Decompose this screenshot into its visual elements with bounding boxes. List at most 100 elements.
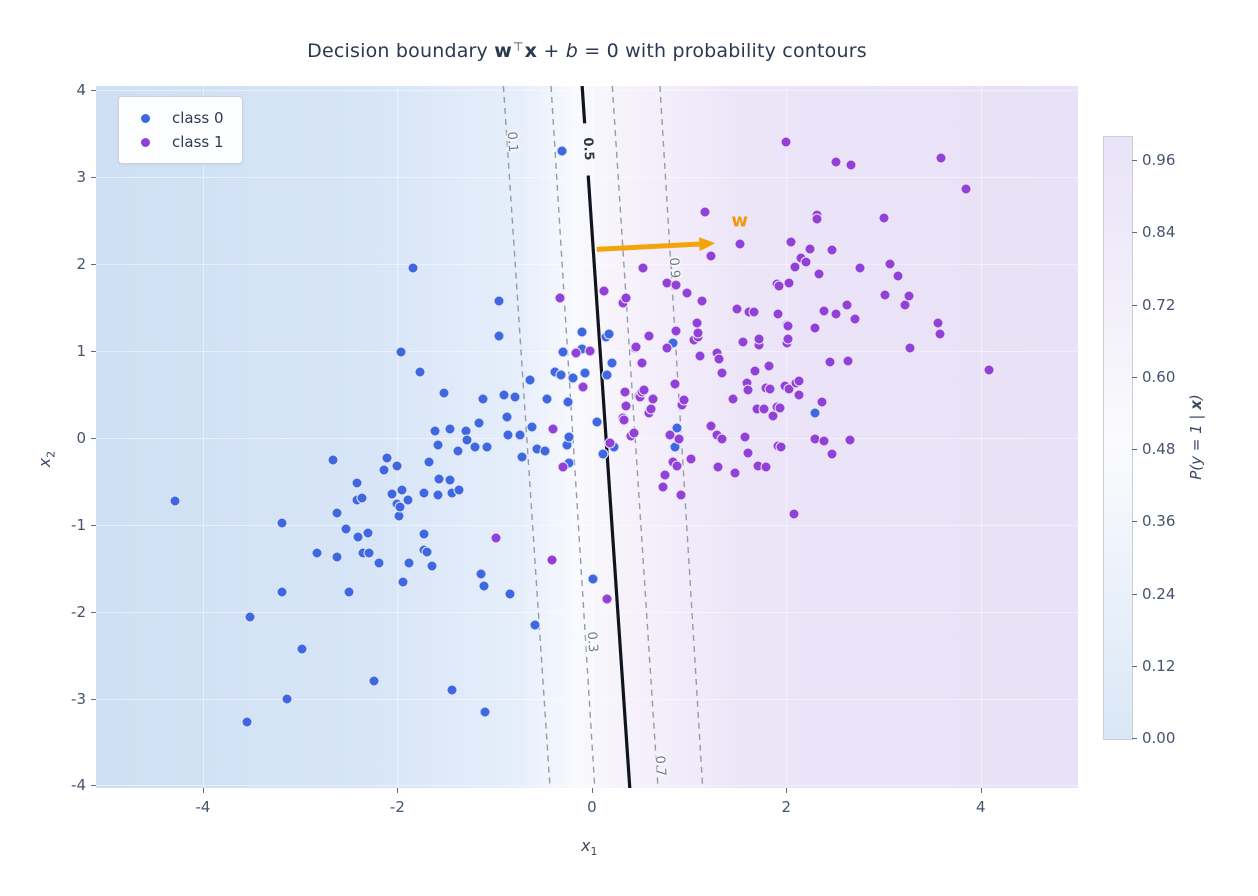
scatter-point-class-1 [490,532,502,544]
scatter-point-class-1 [816,396,828,408]
scatter-point-class-1 [729,467,741,479]
scatter-point-class-0 [453,484,465,496]
contour-label-0.7: 0.7 [651,755,669,778]
scatter-point-class-1 [804,243,816,255]
scatter-point-class-1 [782,320,794,332]
gridline-horizontal [96,177,1078,179]
scatter-point-class-1 [598,285,610,297]
scatter-point-class-0 [296,643,308,655]
scatter-point-class-1 [748,306,760,318]
scatter-point-class-1 [670,325,682,337]
scatter-point-class-0 [244,611,256,623]
colorbar-tick-label: 0.60 [1142,367,1176,386]
legend-marker-icon [141,137,150,147]
scatter-point-class-0 [563,431,575,443]
legend-marker-icon [141,113,150,123]
y-tick-label: -4 [71,776,86,795]
x-axis-label: x1 [581,836,598,859]
scatter-point-class-1 [601,593,613,605]
scatter-point-class-0 [352,531,364,543]
scatter-point-class-0 [281,693,293,704]
scatter-point-class-1 [780,136,792,148]
scatter-point-class-0 [391,460,403,472]
scatter-point-class-1 [879,289,891,301]
colorbar-tick-label: 0.48 [1142,440,1176,459]
scatter-point-class-1 [811,213,823,225]
scatter-point-class-1 [637,262,649,274]
scatter-point-class-0 [481,441,493,453]
gridline-vertical [397,86,399,788]
colorbar [1103,136,1133,740]
scatter-point-class-1 [749,365,761,377]
scatter-point-class-0 [393,510,405,522]
colorbar-tickmark [1132,593,1137,595]
scatter-point-class-1 [841,299,853,311]
scatter-point-class-1 [774,402,786,414]
colorbar-tick-label: 0.96 [1142,151,1176,170]
scatter-point-class-1 [619,386,631,398]
y-tickmark [91,698,96,700]
scatter-point-class-1 [692,327,704,339]
scatter-point-class-0 [368,675,380,687]
scatter-point-class-0 [504,588,516,600]
gridline-horizontal [96,524,1078,526]
scatter-point-class-0 [556,145,568,157]
colorbar-tick-label: 0.72 [1142,295,1176,314]
scatter-point-class-1 [716,367,728,379]
gridline-horizontal [96,611,1078,613]
scatter-point-class-1 [844,434,856,446]
scatter-point-class-0 [579,367,591,379]
scatter-point-class-0 [438,387,450,399]
scatter-point-class-1 [584,345,596,357]
scatter-point-class-1 [681,287,693,299]
legend-item-1: class 1 [133,130,224,154]
scatter-point-class-1 [788,508,800,520]
colorbar-tickmark [1132,232,1137,234]
scatter-point-class-1 [673,433,685,445]
scatter-point-class-1 [830,156,842,168]
scatter-point-class-0 [477,393,489,405]
scatter-point-class-0 [327,454,339,466]
gridline-horizontal [96,698,1078,700]
y-tickmark [91,611,96,613]
scatter-point-class-1 [678,394,690,406]
gridline-horizontal [96,437,1078,439]
scatter-point-class-1 [628,427,640,439]
scatter-point-class-0 [498,389,510,401]
plot-area [96,86,1078,788]
scatter-point-class-1 [789,261,801,273]
x-tickmark [202,788,204,793]
scatter-point-class-0 [444,423,456,435]
scatter-point-class-0 [241,716,253,728]
colorbar-tickmark [1132,665,1137,667]
colorbar-tick-label: 0.36 [1142,512,1176,531]
scatter-point-class-1 [712,461,724,473]
legend-item-label: class 1 [172,133,224,151]
x-tick-label: 2 [781,798,792,816]
scatter-point-class-1 [661,342,673,354]
scatter-point-class-0 [331,551,343,563]
scatter-point-class-1 [659,469,671,481]
scatter-point-class-1 [671,460,683,472]
scatter-point-class-0 [529,619,541,631]
scatter-point-class-0 [394,501,406,512]
scatter-point-class-1 [713,353,725,365]
scatter-point-class-0 [587,573,599,585]
scatter-point-class-1 [546,554,558,565]
scatter-point-class-1 [638,384,650,396]
scatter-point-class-0 [509,391,521,403]
scatter-point-class-1 [705,420,717,432]
scatter-point-class-0 [331,507,343,519]
scatter-point-class-1 [727,393,739,405]
scatter-point-class-1 [932,317,944,329]
scatter-point-class-1 [830,308,842,320]
scatter-point-class-1 [826,244,838,256]
scatter-point-class-0 [539,445,551,457]
x-tickmark [786,788,788,793]
scatter-point-class-1 [734,238,746,250]
scatter-point-class-0 [576,326,588,338]
scatter-point-class-0 [502,429,514,441]
scatter-point-class-0 [432,489,444,501]
scatter-point-class-1 [763,360,775,372]
scatter-point-class-0 [601,369,613,381]
